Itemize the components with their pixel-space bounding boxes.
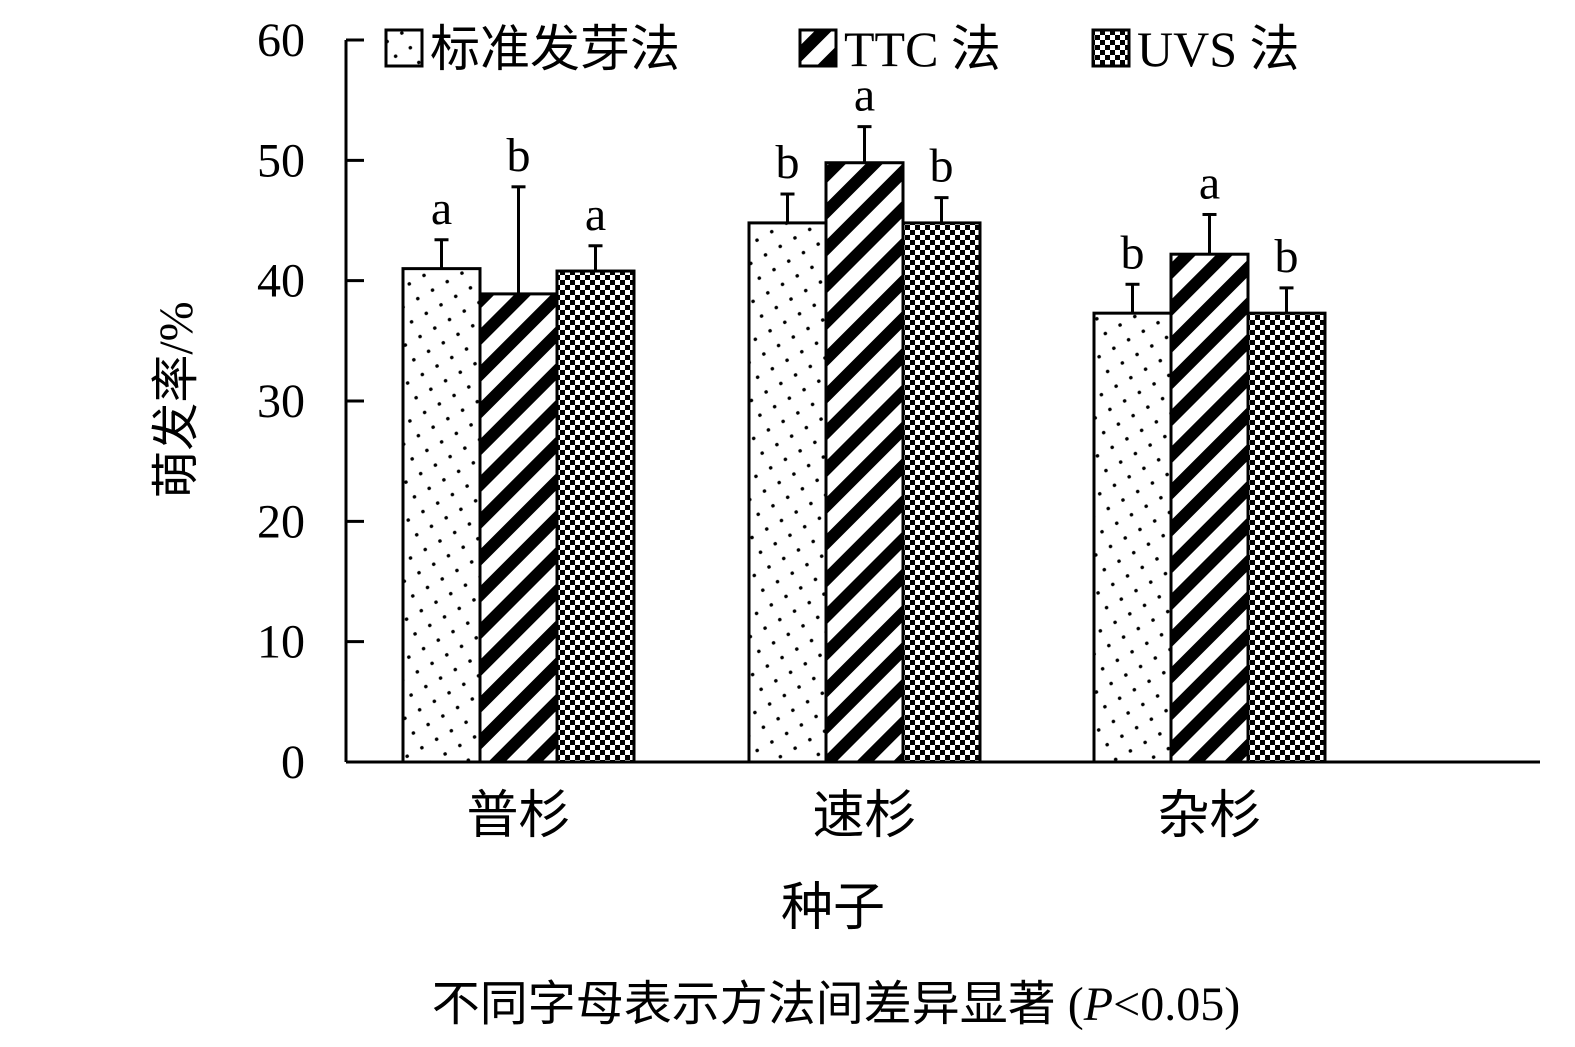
significance-letter: b — [776, 136, 800, 189]
legend-label: UVS 法 — [1137, 21, 1300, 77]
legend: 标准发芽法 TTC 法 UVS 法 — [384, 21, 1300, 77]
note-p-symbol: P — [1083, 978, 1113, 1031]
bar — [1169, 252, 1250, 764]
significance-letter: b — [1275, 230, 1299, 283]
y-tick-label: 50 — [257, 134, 305, 187]
legend-label: 标准发芽法 — [430, 21, 680, 77]
bars — [401, 161, 1327, 764]
significance-letters: a b a b a b b a b — [431, 69, 1299, 283]
legend-label: TTC 法 — [844, 21, 1001, 77]
bar — [1246, 311, 1327, 764]
y-tick-label: 0 — [281, 736, 305, 789]
x-axis-label: 种子 — [781, 880, 885, 937]
significance-letter: a — [585, 188, 606, 241]
y-axis-label: 萌发率/% — [150, 301, 203, 498]
x-category-label: 普杉 — [466, 788, 570, 845]
y-tick-label: 40 — [257, 255, 305, 308]
bar — [747, 221, 828, 764]
significance-letter: b — [930, 140, 954, 193]
y-tick-label: 20 — [257, 495, 305, 548]
x-category-labels: 普杉 速杉 杂杉 — [466, 788, 1261, 845]
x-category-label: 速杉 — [812, 788, 916, 845]
error-bars — [434, 125, 1294, 314]
bar — [1092, 311, 1173, 764]
legend-swatch — [384, 28, 424, 68]
y-tick-label: 30 — [257, 375, 305, 428]
significance-letter: b — [507, 129, 531, 182]
significance-letter: a — [431, 182, 452, 235]
significance-letter: a — [854, 69, 875, 122]
bar — [824, 161, 905, 764]
note-tail: <0.05) — [1113, 978, 1240, 1031]
y-tick-label: 10 — [257, 616, 305, 669]
legend-swatch — [798, 28, 838, 68]
significance-letter: b — [1121, 226, 1145, 279]
x-category-label: 杂杉 — [1157, 788, 1261, 845]
significance-note: 不同字母表示方法间差异显著 (P<0.05) — [432, 978, 1240, 1031]
bar — [401, 267, 482, 764]
bar — [555, 269, 636, 764]
legend-swatch — [1091, 28, 1131, 68]
y-tick-label: 60 — [257, 14, 305, 67]
bar — [478, 292, 559, 764]
y-ticks: 0 10 20 30 40 50 60 — [257, 14, 364, 789]
note-main: 不同字母表示方法间差异显著 ( — [432, 978, 1084, 1031]
bar — [901, 221, 982, 764]
significance-letter: a — [1199, 156, 1220, 209]
